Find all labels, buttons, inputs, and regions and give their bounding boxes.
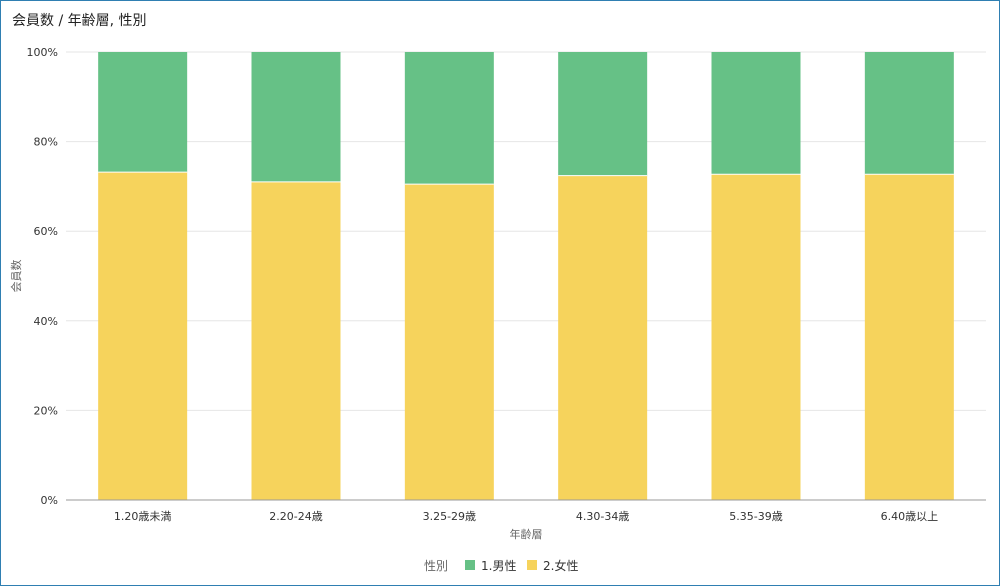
bar-segment [404,184,494,500]
y-tick-label: 0% [41,494,58,507]
x-tick-label: 2.20-24歳 [269,510,322,523]
y-tick-label: 80% [34,136,58,149]
x-tick-label: 4.30-34歳 [576,510,629,523]
legend-swatch [527,560,537,570]
x-axis-title: 年齢層 [510,527,543,541]
chart-title: 会員数 / 年齢層, 性別 [12,13,147,29]
bar-segment [558,52,648,176]
y-tick-label: 40% [34,315,58,328]
y-axis-title: 会員数 [10,260,23,293]
x-tick-label: 3.25-29歳 [423,510,476,523]
legend-label: 2.女性 [543,558,578,573]
x-tick-label: 6.40歳以上 [881,510,939,523]
bar-segment [98,52,188,173]
bar-segment [864,52,954,175]
y-tick-label: 20% [34,404,58,417]
x-tick-label: 5.35-39歳 [729,510,782,523]
y-tick-label: 60% [34,225,58,238]
bar-segment [558,175,648,500]
bar-segment [404,52,494,185]
bar-segment [98,172,188,500]
bar-segment [864,174,954,500]
y-tick-label: 100% [27,46,58,59]
bar-segment [251,181,341,501]
bar-segment [711,52,801,175]
x-tick-label: 1.20歳未満 [114,510,172,523]
legend-label: 1.男性 [481,559,516,573]
bar-segment [251,52,341,182]
bar-segment [711,174,801,500]
legend-title: 性別 [424,559,448,573]
legend-swatch [465,560,475,570]
